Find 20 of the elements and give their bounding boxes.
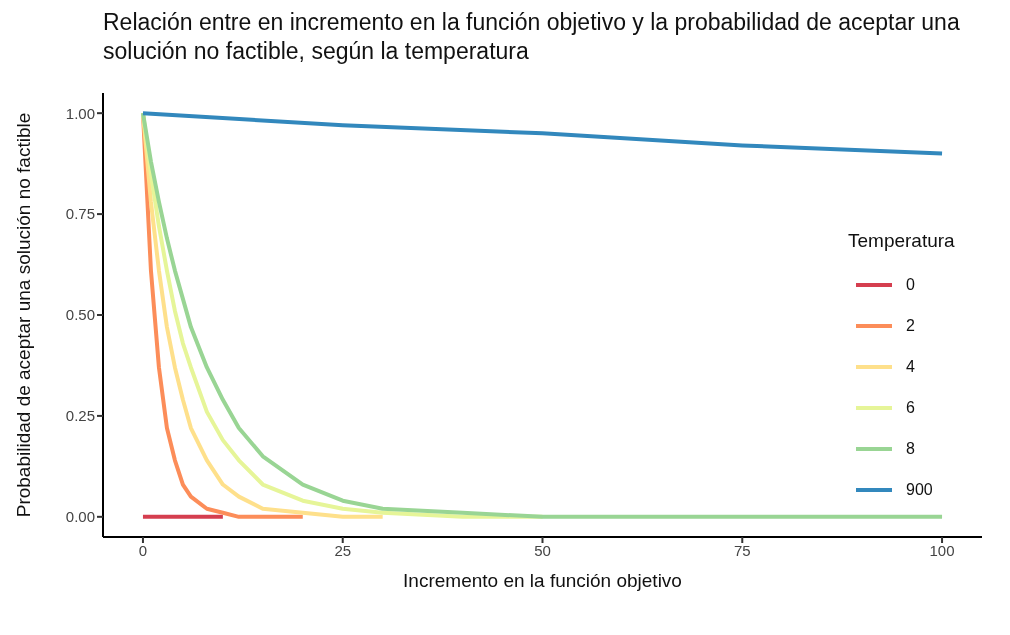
x-tick-label: 75 <box>733 541 751 559</box>
legend-label: 2 <box>906 316 915 335</box>
x-tick-label: 100 <box>929 541 955 559</box>
y-tick-label: 0.00 <box>65 508 95 526</box>
y-tick-label: 0.25 <box>65 407 95 425</box>
legend-title: Temperatura <box>848 230 955 252</box>
legend-label: 4 <box>906 357 915 376</box>
legend-label: 900 <box>906 480 933 499</box>
x-tick-label: 0 <box>138 541 148 559</box>
y-tick-label: 0.75 <box>65 205 95 223</box>
y-tick-label: 1.00 <box>65 104 95 122</box>
chart-title: Relación entre en incremento en la función objetivo y la probabilidad de aceptar una solución no factible, según la temperatura <box>103 8 961 66</box>
x-axis-title: Incremento en la función objetivo <box>403 570 682 591</box>
y-tick-label: 0.50 <box>65 306 95 324</box>
x-tick-label: 25 <box>334 541 352 559</box>
legend-label: 6 <box>906 398 915 417</box>
x-tick-label: 50 <box>534 541 551 559</box>
legend-label: 0 <box>906 275 915 294</box>
legend-label: 8 <box>906 439 915 458</box>
y-axis-title: Probabilidad de aceptar una solución no factible <box>12 112 34 518</box>
